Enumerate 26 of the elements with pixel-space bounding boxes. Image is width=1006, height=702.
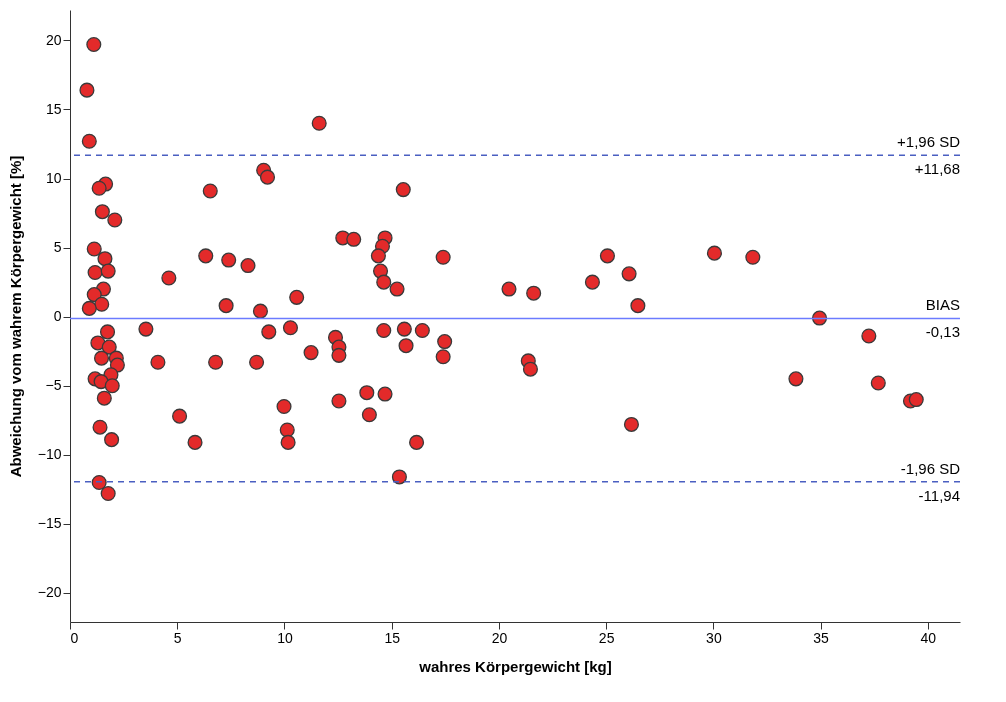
y-tick-label: −10	[37, 446, 62, 463]
x-axis-title: wahres Körpergewicht [kg]	[418, 657, 612, 675]
x-tick-label: 5	[173, 629, 182, 646]
x-tick-label: 40	[920, 629, 937, 646]
y-tick-label: 10	[45, 170, 62, 187]
ref-line-label: +1,96 SD	[897, 133, 961, 151]
ref-line-label: -1,96 SD	[900, 459, 961, 477]
annotation: -11,94	[918, 486, 960, 504]
ref-line-label: BIAS	[925, 296, 960, 314]
y-tick-label: 0	[53, 308, 62, 325]
x-tick-label: 35	[813, 629, 830, 646]
y-tick-label: −20	[37, 584, 62, 601]
annotation: -0,13	[925, 323, 960, 341]
y-tick-label: 20	[45, 31, 62, 48]
y-tick-label: −5	[45, 377, 62, 394]
y-tick-label: 15	[45, 100, 62, 117]
x-tick-label: 20	[491, 629, 508, 646]
x-tick-label: 15	[384, 629, 401, 646]
y-tick-label: −15	[37, 515, 62, 532]
x-tick-label: 25	[598, 629, 615, 646]
annotation: +11,68	[914, 160, 960, 178]
y-tick-label: 5	[53, 239, 62, 256]
x-tick-label: 0	[70, 629, 79, 646]
x-tick-label: 10	[277, 629, 293, 646]
x-tick-label: 30	[706, 629, 722, 646]
y-axis-title: Abweichung vom wahrem Körpergewicht [%]	[6, 155, 24, 478]
